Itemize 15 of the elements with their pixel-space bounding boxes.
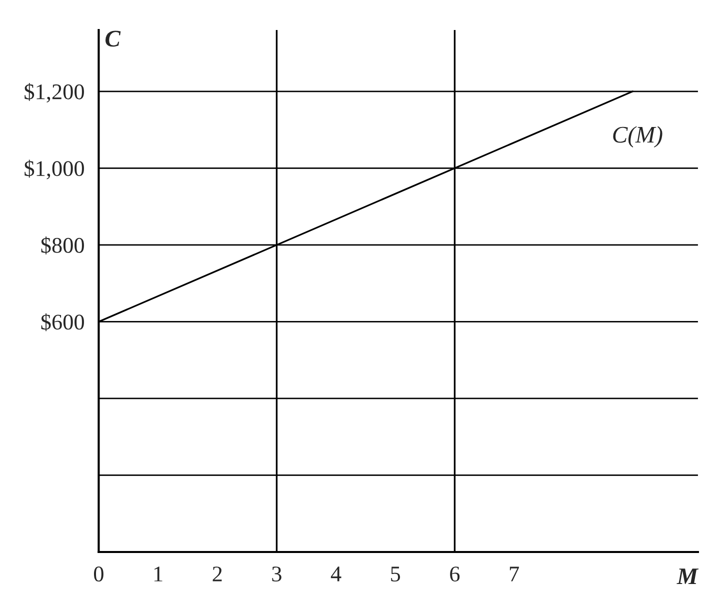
- annotation: C(M): [613, 126, 662, 148]
- x-tick-label: 2: [212, 566, 222, 582]
- x-tick-label: 4: [330, 566, 342, 582]
- y-tick-label: $1,000: [24, 160, 84, 180]
- x-tick-label: 7: [510, 566, 519, 582]
- x-tick-label: 6: [450, 566, 460, 582]
- y-axis-title: C: [106, 30, 121, 47]
- x-tick-label: 0: [94, 566, 104, 582]
- x-axis-title: M: [676, 568, 699, 584]
- x-tick-label: 5: [391, 566, 400, 582]
- y-tick-label: $1,200: [24, 83, 84, 103]
- x-tick-label: 3: [272, 566, 282, 582]
- y-tick-label: $800: [41, 236, 84, 254]
- y-tick-label: $600: [41, 313, 84, 332]
- x-tick-label: 1: [154, 566, 162, 582]
